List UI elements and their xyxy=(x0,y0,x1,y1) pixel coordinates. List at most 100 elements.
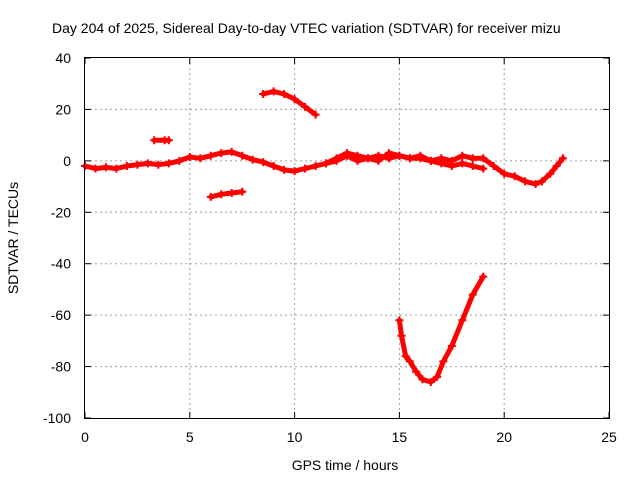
x-tick-label: 20 xyxy=(496,429,512,445)
data-point xyxy=(280,90,289,98)
data-point xyxy=(426,378,435,386)
data-point xyxy=(238,187,247,196)
data-point xyxy=(91,164,100,173)
data-point xyxy=(433,372,442,381)
data-point xyxy=(164,136,173,145)
data-point xyxy=(405,357,414,366)
data-point xyxy=(269,87,278,96)
y-tick-label: -100 xyxy=(43,410,71,426)
data-point xyxy=(468,162,477,170)
data-point xyxy=(384,149,393,158)
data-point xyxy=(552,162,561,170)
data-point xyxy=(343,151,351,160)
data-point xyxy=(558,154,567,163)
data-point xyxy=(332,156,341,165)
data-point xyxy=(290,95,299,104)
data-point xyxy=(412,367,421,376)
data-point xyxy=(447,342,456,350)
data-point xyxy=(248,155,257,164)
data-point xyxy=(468,290,477,299)
data-point xyxy=(217,149,226,158)
axis-ticks: 0 5 10 15 20 25 40 20 0 -20 -40 -60 -80 -100 xyxy=(43,50,617,445)
data-point xyxy=(397,331,406,340)
data-point xyxy=(468,154,477,163)
data-point xyxy=(217,190,226,199)
data-point xyxy=(439,357,448,366)
data-point xyxy=(363,154,372,163)
plot-frame xyxy=(84,57,610,419)
data-point xyxy=(206,192,215,201)
y-tick-label: 40 xyxy=(55,50,71,66)
data-point xyxy=(489,162,498,170)
data-point xyxy=(395,316,404,325)
data-point xyxy=(458,159,467,168)
x-tick-label: 10 xyxy=(287,429,303,445)
data-point xyxy=(301,102,310,111)
grid xyxy=(85,58,609,418)
data-point xyxy=(150,136,159,145)
data-point xyxy=(500,169,509,178)
data-point xyxy=(175,156,184,165)
chart-title: Day 204 of 2025, Sidereal Day-to-day VTE… xyxy=(52,20,561,36)
data-point xyxy=(510,172,519,181)
y-tick-label: 20 xyxy=(55,101,71,117)
data-point xyxy=(479,164,488,173)
data-point xyxy=(101,163,110,172)
data-point xyxy=(206,151,215,160)
data-point xyxy=(112,164,121,173)
y-tick-label: 0 xyxy=(63,153,71,169)
data-point xyxy=(546,169,555,178)
data-point xyxy=(458,151,467,160)
y-tick-label: -60 xyxy=(51,307,71,323)
data-point xyxy=(322,159,331,168)
data-point xyxy=(196,154,205,163)
data-point xyxy=(479,272,488,281)
data-point xyxy=(301,164,310,173)
data-point xyxy=(537,177,546,186)
data-point xyxy=(374,156,383,165)
data-point xyxy=(418,375,427,384)
data-point xyxy=(280,165,289,174)
data-point xyxy=(437,159,446,168)
data-point xyxy=(458,316,467,325)
data-point xyxy=(479,154,488,163)
data-point xyxy=(259,158,268,167)
data-point xyxy=(426,156,435,165)
data-point xyxy=(227,147,236,156)
y-axis-label: SDTVAR / TECUs xyxy=(5,182,21,294)
data-point xyxy=(521,177,530,186)
data-point xyxy=(405,154,414,163)
series-negative-segment xyxy=(208,189,245,200)
data-point xyxy=(164,159,173,168)
data-point xyxy=(269,162,278,170)
data-point xyxy=(311,110,320,119)
data-point xyxy=(290,167,299,176)
data-series xyxy=(81,87,567,386)
y-tick-label: -80 xyxy=(51,359,71,375)
series-main xyxy=(82,149,566,187)
data-point xyxy=(238,151,247,160)
data-point xyxy=(227,189,236,197)
data-point xyxy=(122,162,131,170)
y-tick-label: -20 xyxy=(51,204,71,220)
x-tick-label: 0 xyxy=(81,429,89,445)
series-arc xyxy=(260,88,319,118)
data-point xyxy=(416,151,425,160)
data-point xyxy=(395,151,404,160)
data-point xyxy=(447,162,456,170)
x-tick-label: 5 xyxy=(186,429,194,445)
data-point xyxy=(185,153,194,161)
data-point xyxy=(259,90,268,98)
data-point xyxy=(143,159,152,168)
data-point xyxy=(154,160,163,169)
data-point xyxy=(133,160,142,169)
series-upper-scatter xyxy=(323,150,486,172)
data-point xyxy=(531,180,540,188)
data-point xyxy=(353,156,362,165)
data-point xyxy=(401,352,410,361)
data-point xyxy=(311,162,320,170)
y-tick-label: -40 xyxy=(51,256,71,272)
x-axis-label: GPS time / hours xyxy=(292,457,399,473)
x-tick-label: 15 xyxy=(392,429,408,445)
